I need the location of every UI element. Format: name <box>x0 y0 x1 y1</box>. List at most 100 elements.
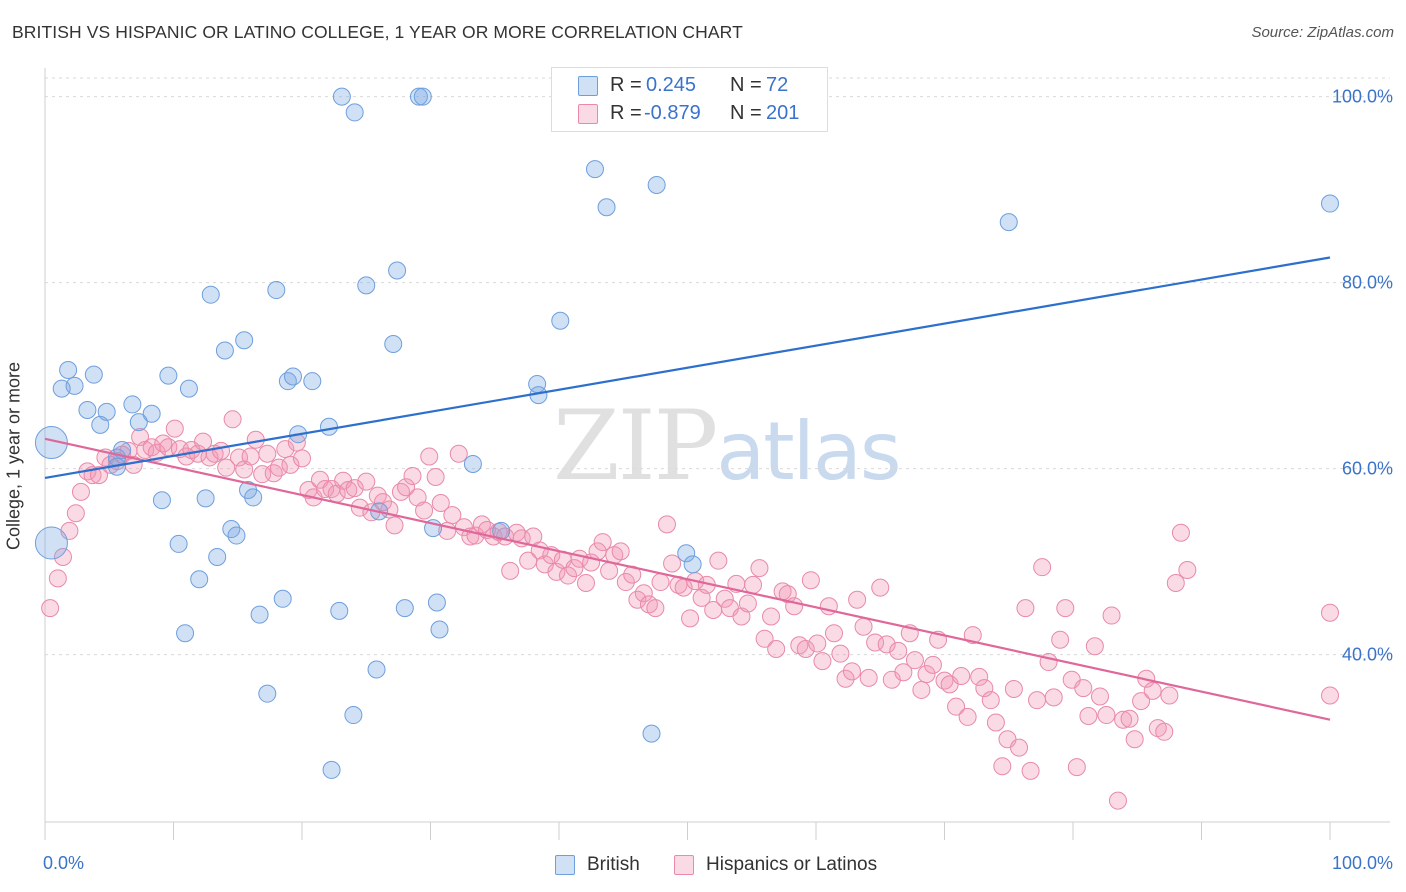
british-point <box>357 276 376 295</box>
hispanic-point <box>217 458 236 477</box>
british-point <box>683 555 702 574</box>
british-point <box>413 87 432 106</box>
hispanic-point <box>859 668 878 687</box>
british-point <box>1321 194 1339 213</box>
british-legend-swatch <box>555 855 575 875</box>
hispanic-point <box>281 455 300 474</box>
stats-row-hispanic: R = -0.879 N = 201 <box>552 100 827 128</box>
watermark-atlas: atlas <box>716 405 901 498</box>
british-point <box>344 706 363 725</box>
british-point <box>345 103 364 122</box>
hispanic-point <box>663 554 682 573</box>
hispanic-point <box>1171 523 1190 542</box>
hispanic-point <box>165 419 184 438</box>
hispanic-point <box>1079 706 1098 725</box>
hispanic-point <box>813 652 832 671</box>
hispanic-point <box>1155 722 1174 741</box>
british-point <box>319 417 338 436</box>
y-axis-label: College, 1 year or more <box>4 362 25 550</box>
n-label: N = <box>730 102 762 124</box>
hispanic-point <box>212 441 231 460</box>
hispanic-point <box>1108 791 1127 810</box>
hispanic-point <box>345 479 364 498</box>
hispanic-point <box>269 458 288 477</box>
hispanic-point <box>1321 603 1339 622</box>
hispanic-point <box>1044 688 1063 707</box>
hispanic-point <box>397 478 416 497</box>
british-point <box>84 365 103 384</box>
hispanic-point <box>66 504 85 523</box>
hispanic-point <box>48 569 67 588</box>
stats-row-british: R = 0.245 N = 72 <box>552 72 827 100</box>
n-label: N = <box>730 74 762 96</box>
hispanic-point <box>651 573 670 592</box>
hispanic-point <box>767 640 786 659</box>
n-value: 72 <box>766 74 789 96</box>
british-point <box>208 547 227 566</box>
british-point <box>34 426 68 460</box>
hispanic-point <box>501 561 520 580</box>
hispanic-point <box>41 599 60 618</box>
hispanic-point <box>1166 573 1185 592</box>
hispanic-point <box>762 607 781 626</box>
british-point <box>463 454 482 473</box>
hispanic-swatch <box>578 104 598 124</box>
hispanic-point <box>842 662 861 681</box>
legend-label-hispanic: Hispanics or Latinos <box>706 854 878 875</box>
hispanic-point <box>917 665 936 684</box>
hispanic-point <box>993 757 1012 776</box>
hispanic-point <box>1114 710 1133 729</box>
hispanic-point <box>894 663 913 682</box>
british-point <box>384 334 403 353</box>
r-value: 0.245 <box>646 74 697 96</box>
british-point <box>258 684 277 703</box>
british-point <box>250 605 269 624</box>
hispanic-point <box>426 467 445 486</box>
hispanic-point <box>600 561 619 580</box>
legend-item-british[interactable]: British <box>555 852 640 878</box>
hispanic-point <box>848 590 867 609</box>
hispanic-point <box>715 589 734 608</box>
hispanic-point <box>316 480 335 499</box>
british-point <box>367 660 386 679</box>
hispanic-point <box>912 680 931 699</box>
british-point <box>201 285 220 304</box>
british-point <box>227 526 246 545</box>
hispanic-point <box>593 533 612 552</box>
british-point <box>142 404 161 423</box>
british-point <box>999 213 1018 232</box>
hispanic-point <box>519 551 538 570</box>
hispanic-point <box>1132 692 1151 711</box>
series-legend: British Hispanics or Latinos <box>0 852 1406 878</box>
british-point <box>409 87 428 106</box>
british-point <box>190 570 209 589</box>
hispanic-point <box>385 516 404 535</box>
british-point <box>322 760 341 779</box>
hispanic-point <box>732 607 751 626</box>
hispanic-point <box>71 482 90 501</box>
hispanic-point <box>981 691 1000 710</box>
hispanic-point <box>963 626 982 645</box>
hispanic-point <box>628 590 647 609</box>
hispanic-point <box>1067 758 1086 777</box>
british-point <box>65 376 84 395</box>
british-point <box>215 341 234 360</box>
british-point <box>395 599 414 618</box>
hispanic-point <box>755 629 774 648</box>
watermark: ZIPatlas <box>553 398 902 494</box>
hispanic-point <box>866 633 885 652</box>
hispanic-point <box>709 551 728 570</box>
hispanic-point <box>801 571 820 590</box>
hispanic-point <box>443 506 462 525</box>
hispanic-point <box>889 641 908 660</box>
hispanic-point <box>1085 637 1104 656</box>
british-point <box>34 526 68 560</box>
hispanic-point <box>738 594 757 613</box>
hispanic-point <box>53 547 72 566</box>
british-point <box>267 281 286 300</box>
legend-item-hispanic[interactable]: Hispanics or Latinos <box>674 852 877 878</box>
hispanic-point <box>744 575 763 594</box>
british-point <box>332 87 351 106</box>
hispanic-point <box>1016 599 1035 618</box>
hispanic-point <box>1321 686 1339 705</box>
